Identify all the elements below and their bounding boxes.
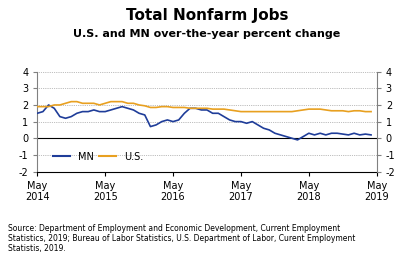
Text: Total Nonfarm Jobs: Total Nonfarm Jobs <box>126 8 287 23</box>
Text: Source: Department of Employment and Economic Development, Current Employment
St: Source: Department of Employment and Eco… <box>8 224 355 253</box>
Legend: MN, U.S.: MN, U.S. <box>49 148 147 166</box>
Text: U.S. and MN over-the-year percent change: U.S. and MN over-the-year percent change <box>73 29 340 39</box>
